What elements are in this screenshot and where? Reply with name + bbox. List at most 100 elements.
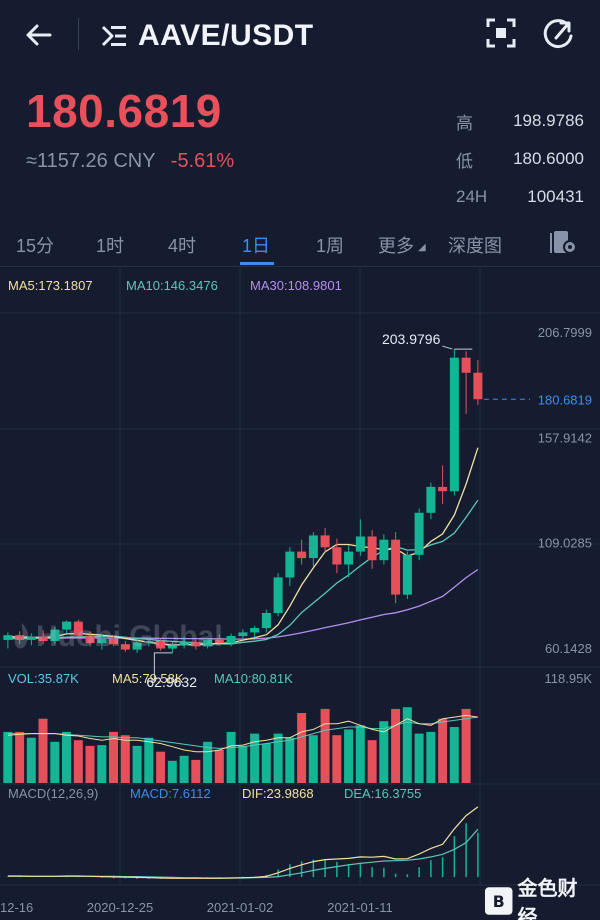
candle-body (461, 357, 471, 373)
candle-body (179, 642, 189, 646)
tab-1w[interactable]: 1周 (316, 236, 345, 256)
stat-low: 低 180.6000 (456, 140, 584, 178)
arrow-left-icon[interactable] (22, 18, 56, 52)
candle-body (355, 536, 365, 552)
tab-more[interactable]: 更多 ◢ (378, 232, 426, 258)
ma5-line (7, 447, 479, 646)
share-icon[interactable] (542, 16, 576, 50)
tab-1h[interactable]: 1时 (96, 236, 125, 256)
max-price-label: 203.9796 (382, 331, 441, 347)
macd-legend: MACD:7.6112 (130, 786, 211, 801)
price-axis-tick: 60.1428 (545, 641, 592, 656)
candle-body (214, 639, 224, 644)
tab-more-label: 更多 (378, 236, 414, 256)
candle-body (332, 547, 342, 565)
volume-bar (156, 751, 166, 783)
volume-bar (73, 740, 83, 783)
volume-panel (3, 707, 478, 783)
candle-body (273, 577, 283, 613)
volume-bar (461, 708, 471, 783)
vol-axis-tick: 118.95K (545, 671, 593, 686)
fullscreen-icon[interactable] (484, 16, 518, 50)
volume-bar (120, 735, 130, 783)
volume-bar (50, 741, 60, 783)
volume-bar (355, 725, 365, 783)
x-axis-tick: 2021-01-11 (327, 900, 393, 915)
active-tab-indicator (240, 262, 274, 265)
candle-body (426, 486, 436, 513)
candle-body (73, 621, 83, 636)
watermark-text: Huobi Global (36, 620, 223, 653)
volume-bar (308, 735, 318, 783)
candle-body (203, 639, 213, 647)
min-marker-line (148, 652, 173, 682)
candle-body (226, 636, 236, 644)
candle-body (402, 554, 412, 595)
chart-settings-icon[interactable] (548, 228, 578, 256)
candle-body (144, 641, 154, 643)
volume-bar (97, 745, 107, 783)
volume-bar (144, 737, 154, 783)
stats-panel: 高 198.9786 低 180.6000 24H 100431 (456, 102, 584, 216)
volume-bar (132, 745, 142, 783)
volume-bar (179, 755, 189, 783)
candle-body (320, 535, 330, 548)
volume-bar (261, 743, 271, 783)
ma5-legend: MA5:173.1807 (8, 278, 93, 293)
candle-body (438, 486, 448, 492)
macd-panel (7, 806, 479, 879)
tab-1d[interactable]: 1日 (242, 236, 271, 256)
min-price-label: 62.9632 (146, 674, 197, 690)
stat-24h: 24H 100431 (456, 178, 584, 216)
volume-bar (250, 733, 260, 783)
x-axis-tick: 2021-01-02 (207, 900, 274, 915)
candle-body (449, 357, 459, 492)
vol-ma5-legend: MA5:79.58K (112, 671, 184, 686)
tabs-divider (0, 266, 600, 267)
tab-depth[interactable]: 深度图 (448, 236, 502, 256)
volume-bar (15, 731, 25, 783)
vol-ma10-legend: MA10:80.81K (214, 671, 293, 686)
candle-body (97, 638, 107, 644)
volume-bar (285, 737, 295, 783)
vol-ma10-line (7, 716, 478, 749)
volume-bar (167, 760, 177, 783)
volume-bar (109, 731, 118, 783)
pair-selector[interactable]: AAVE/USDT (100, 16, 314, 56)
tab-15m[interactable]: 15分 (16, 236, 55, 256)
candle-body (120, 644, 130, 650)
vol-ma5-line (7, 714, 478, 753)
volume-bar (62, 731, 71, 783)
huobi-flame-icon (14, 623, 29, 649)
candle-body (156, 641, 166, 649)
macd-params-legend: MACD(12,26,9) (8, 786, 98, 801)
svg-text:B: B (493, 892, 505, 911)
candle-body (238, 632, 248, 637)
volume-bar (203, 741, 213, 783)
candle-body (191, 642, 201, 647)
candle-body (308, 535, 318, 558)
x-axis-tick: 12-16 (0, 900, 33, 915)
tab-4h[interactable]: 4时 (168, 236, 197, 256)
candle-body (85, 635, 95, 644)
candle-body (38, 636, 48, 641)
stat-high: 高 198.9786 (456, 102, 584, 140)
candle-body (473, 372, 483, 400)
candle-body (379, 539, 389, 561)
candle-body (344, 551, 354, 565)
list-icon (101, 25, 126, 47)
price-cny-row: ≈1157.26 CNY -5.61% (26, 150, 234, 173)
candle-body (250, 628, 260, 633)
dif-legend: DIF:23.9868 (242, 786, 314, 801)
chart-grid (0, 267, 600, 886)
candle-body (50, 629, 60, 641)
kline-chart[interactable]: 206.7999 157.9142 109.0285 60.1428 180.6819 2… (0, 267, 600, 920)
volume-bar (367, 740, 377, 783)
volume-bar (402, 707, 412, 783)
dif-line (7, 806, 479, 879)
jinse-logo-icon: B (484, 887, 513, 915)
candle-body (285, 551, 295, 578)
volume-bar (85, 745, 95, 783)
volume-bar (391, 708, 401, 783)
